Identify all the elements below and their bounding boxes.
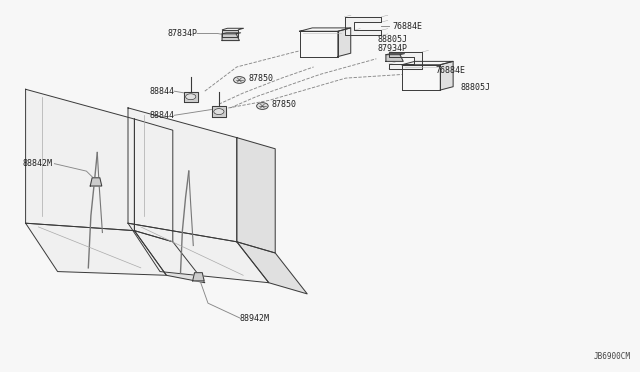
- Polygon shape: [237, 138, 275, 253]
- Text: 88842M: 88842M: [22, 159, 52, 168]
- Polygon shape: [90, 178, 102, 186]
- Circle shape: [214, 109, 224, 115]
- Polygon shape: [223, 30, 239, 37]
- Polygon shape: [184, 92, 198, 102]
- Polygon shape: [440, 61, 453, 90]
- Text: 88942M: 88942M: [240, 314, 270, 323]
- Text: 87850: 87850: [248, 74, 273, 83]
- Text: 87834P: 87834P: [167, 29, 197, 38]
- Polygon shape: [26, 89, 134, 231]
- Polygon shape: [237, 242, 307, 294]
- Text: 76884E: 76884E: [392, 22, 422, 31]
- Text: 88844: 88844: [149, 87, 174, 96]
- Polygon shape: [389, 52, 422, 68]
- Polygon shape: [222, 34, 239, 41]
- Polygon shape: [300, 31, 338, 57]
- Polygon shape: [402, 65, 440, 90]
- Polygon shape: [128, 108, 237, 242]
- Text: 87934P: 87934P: [378, 44, 408, 53]
- Polygon shape: [212, 106, 226, 117]
- Text: 88805J: 88805J: [378, 35, 408, 44]
- Circle shape: [234, 77, 245, 83]
- Text: 88844: 88844: [149, 111, 174, 120]
- Text: 88805J: 88805J: [461, 83, 491, 92]
- Polygon shape: [193, 273, 204, 281]
- Polygon shape: [134, 231, 205, 283]
- Polygon shape: [386, 55, 403, 61]
- Text: 87850: 87850: [272, 100, 297, 109]
- Text: 76884E: 76884E: [435, 66, 465, 75]
- Circle shape: [186, 94, 196, 100]
- Polygon shape: [128, 223, 269, 283]
- Text: JB6900CM: JB6900CM: [593, 352, 630, 361]
- Circle shape: [257, 103, 268, 109]
- Polygon shape: [344, 17, 381, 35]
- Polygon shape: [338, 28, 351, 57]
- Polygon shape: [134, 119, 173, 242]
- Polygon shape: [26, 223, 166, 275]
